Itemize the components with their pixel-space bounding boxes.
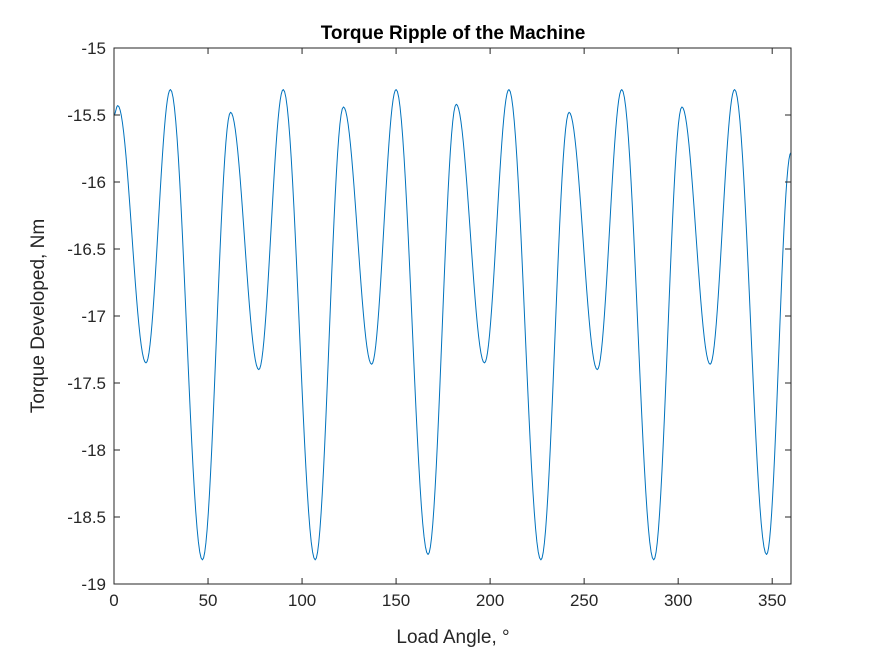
y-axis: -15 -15.5 -16 -16.5 -17 -17.5 -18 -18.5 -19 [67, 39, 791, 594]
y-tick-label: -16 [81, 173, 106, 192]
y-tick-label: -19 [81, 575, 106, 594]
y-tick-label: -17 [81, 307, 106, 326]
x-axis-label: Load Angle, ° [396, 627, 509, 648]
chart-title: Torque Ripple of the Machine [321, 23, 586, 44]
x-tick-label: 50 [199, 591, 218, 610]
y-tick-label: -15 [81, 39, 106, 58]
y-axis-label: Torque Developed, Nm [28, 219, 49, 413]
x-tick-label: 250 [570, 591, 598, 610]
y-tick-label: -16.5 [67, 240, 106, 259]
y-tick-label: -17.5 [67, 374, 106, 393]
y-tick-label: -18 [81, 441, 106, 460]
x-tick-label: 150 [382, 591, 410, 610]
y-tick-label: -18.5 [67, 508, 106, 527]
y-tick-label: -15.5 [67, 106, 106, 125]
x-tick-label: 300 [664, 591, 692, 610]
torque-series-line [113, 89, 792, 561]
plot-area [113, 47, 792, 585]
x-axis: 0 50 100 150 200 250 300 350 [109, 48, 786, 610]
x-tick-label: 0 [109, 591, 118, 610]
x-tick-label: 200 [476, 591, 504, 610]
x-tick-label: 350 [758, 591, 786, 610]
x-tick-label: 100 [288, 591, 316, 610]
